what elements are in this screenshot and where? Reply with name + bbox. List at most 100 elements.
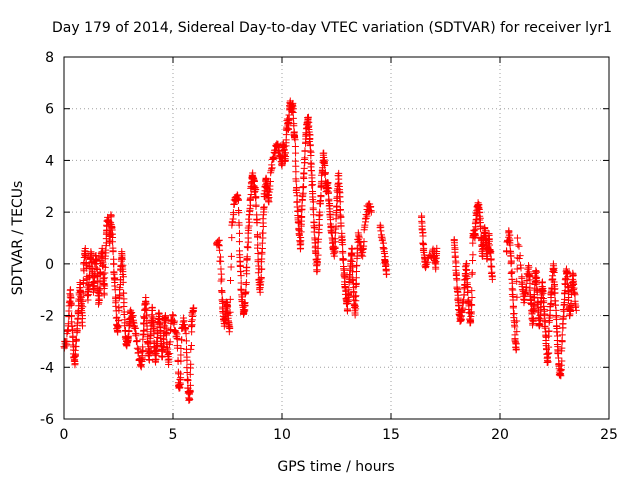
data-point [93, 264, 101, 272]
data-point [262, 174, 270, 182]
data-point [352, 292, 360, 300]
data-point [241, 299, 249, 307]
data-point [339, 241, 347, 249]
data-point [107, 212, 115, 220]
data-point [167, 325, 175, 333]
data-point [297, 234, 305, 242]
data-point [242, 288, 250, 296]
data-point [517, 264, 525, 272]
data-point [252, 201, 260, 209]
data-point [317, 193, 325, 201]
data-point [315, 235, 323, 243]
data-point [182, 337, 190, 345]
data-point [355, 231, 363, 239]
data-point [551, 301, 559, 309]
data-point [515, 255, 523, 263]
y-tick-label: 0 [45, 257, 54, 273]
data-point [383, 270, 391, 278]
data-point [513, 234, 521, 242]
x-tick-label: 0 [60, 427, 69, 443]
data-point [507, 269, 515, 277]
data-point [363, 212, 371, 220]
x-axis-label: GPS time / hours [277, 459, 394, 475]
data-point [254, 256, 262, 264]
data-point [258, 250, 266, 258]
data-point [133, 337, 141, 345]
data-point [133, 344, 141, 352]
data-point [540, 302, 548, 310]
data-point [67, 300, 75, 308]
data-point [76, 281, 84, 289]
data-point [153, 341, 161, 349]
data-point [553, 315, 561, 323]
data-point [355, 234, 363, 242]
data-point [476, 208, 484, 216]
data-point [529, 306, 537, 314]
data-point [183, 368, 191, 376]
data-point [468, 269, 476, 277]
data-point [115, 304, 123, 312]
data-point [218, 287, 226, 295]
data-point [453, 275, 461, 283]
data-point [424, 258, 432, 266]
data-point [178, 336, 186, 344]
data-point [155, 309, 163, 317]
data-point [510, 310, 518, 318]
data-point [292, 168, 300, 176]
data-point [508, 268, 516, 276]
data-point [513, 317, 521, 325]
data-point [293, 189, 301, 197]
data-points [60, 97, 580, 404]
data-point [181, 324, 189, 332]
data-point [187, 360, 195, 368]
data-point [120, 311, 128, 319]
data-point [226, 308, 234, 316]
data-point [509, 286, 517, 294]
data-point [243, 253, 251, 261]
data-point [433, 244, 441, 252]
data-point [306, 135, 314, 143]
data-point [305, 122, 313, 130]
data-point [78, 309, 86, 317]
data-point [115, 317, 123, 325]
data-point [529, 316, 537, 324]
data-point [352, 305, 360, 313]
data-point [171, 327, 179, 335]
data-point [79, 289, 87, 297]
data-point [186, 370, 194, 378]
data-point [186, 381, 194, 389]
data-point [152, 355, 160, 363]
x-tick-label: 20 [491, 427, 509, 443]
data-point [254, 233, 262, 241]
data-point [177, 351, 185, 359]
data-point [116, 284, 124, 292]
data-point [186, 387, 194, 395]
data-point [485, 235, 493, 243]
data-point [467, 308, 475, 316]
data-point [235, 209, 243, 217]
data-point [291, 142, 299, 150]
data-point [77, 293, 85, 301]
data-point [541, 310, 549, 318]
x-tick-label: 5 [169, 427, 178, 443]
data-point [299, 184, 307, 192]
y-axis-label: SDTVAR / TECUs [10, 181, 26, 296]
data-point [419, 232, 427, 240]
data-point [288, 108, 296, 116]
data-point [572, 306, 580, 314]
data-point [242, 279, 250, 287]
data-point [325, 188, 333, 196]
data-point [183, 353, 191, 361]
data-point [217, 277, 225, 285]
y-tick-label: 4 [45, 153, 54, 169]
data-point [460, 291, 468, 299]
data-point [521, 296, 529, 304]
data-point [309, 198, 317, 206]
data-point [525, 271, 533, 279]
data-point [361, 221, 369, 229]
data-point [139, 343, 147, 351]
data-point [377, 227, 385, 235]
data-point [431, 259, 439, 267]
data-point [165, 350, 173, 358]
data-point [143, 325, 151, 333]
